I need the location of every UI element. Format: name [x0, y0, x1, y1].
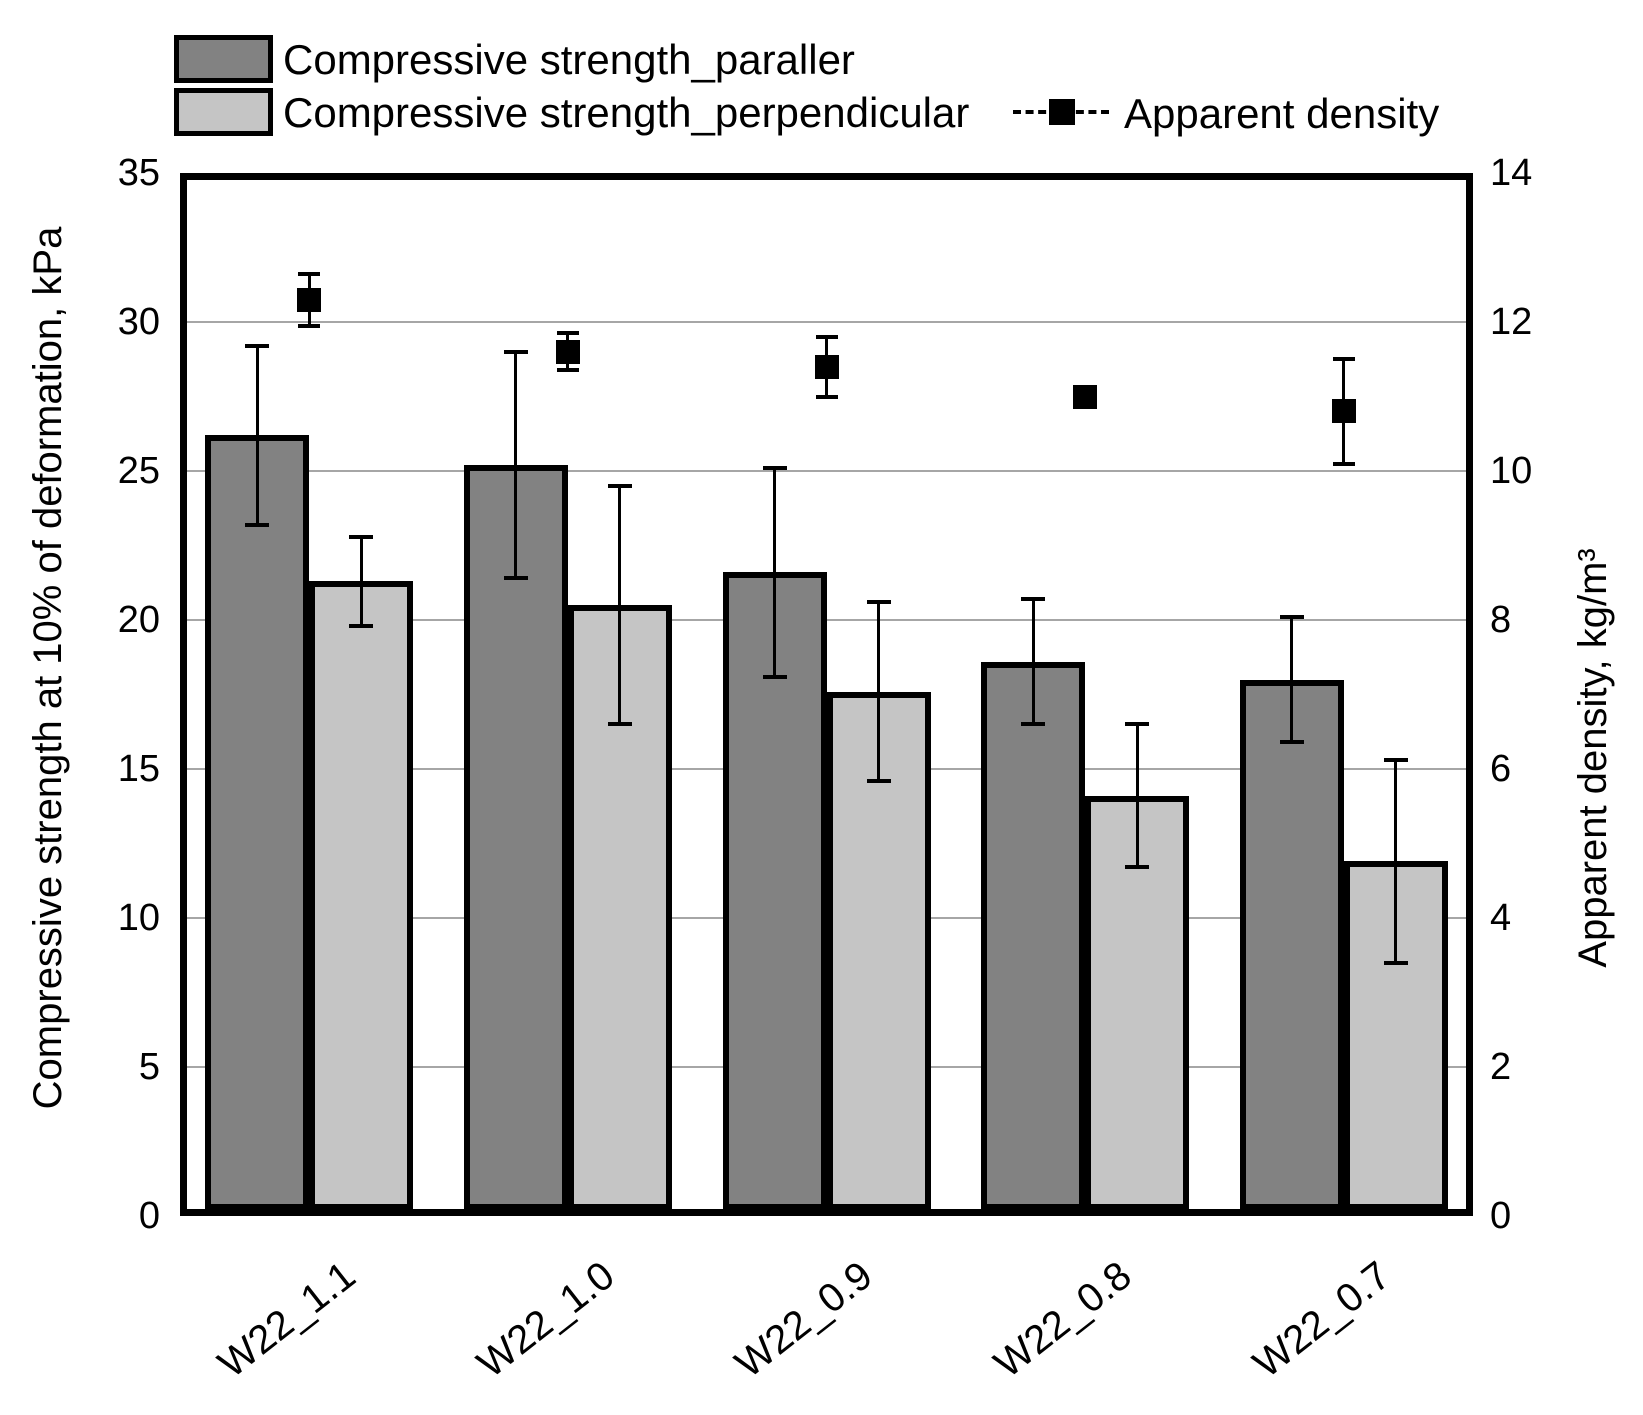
bar-error-perpendicular-W22_1.0-cap-top — [607, 483, 632, 488]
bar-error-parallel-W22_0.9-cap-top — [762, 466, 787, 471]
bar-error-perpendicular-W22_0.8-cap-bottom — [1125, 865, 1150, 870]
bar-parallel-W22_1.1 — [205, 435, 310, 1210]
gridline — [187, 619, 1466, 621]
plot-area-frame — [180, 173, 1473, 1216]
legend-square-marker-icon — [1049, 99, 1075, 125]
left-axis-tick-label: 35 — [117, 152, 160, 194]
bar-error-perpendicular-W22_1.1-cap-top — [349, 534, 374, 539]
density-error-W22_0.7-cap-top — [1332, 357, 1355, 362]
density-marker-W22_1.0 — [555, 339, 580, 364]
right-axis-tick-label: 4 — [1490, 897, 1512, 939]
density-marker-W22_0.8 — [1073, 384, 1098, 409]
bar-error-parallel-W22_0.7-cap-bottom — [1279, 740, 1304, 745]
legend-label-perpendicular: Compressive strength_perpendicular — [283, 89, 970, 136]
bar-parallel-W22_0.8 — [981, 661, 1086, 1210]
density-error-W22_0.7-cap-bottom — [1332, 461, 1355, 466]
right-axis-tick-label: 14 — [1490, 152, 1533, 194]
bar-error-perpendicular-W22_0.7-cap-top — [1383, 758, 1408, 763]
left-axis-tick-label: 30 — [117, 301, 160, 343]
density-marker-W22_1.1 — [297, 287, 322, 312]
bar-error-parallel-W22_1.0-line — [514, 351, 518, 579]
legend-label-parallel: Compressive strength_paraller — [283, 36, 855, 83]
bar-error-parallel-W22_0.8-cap-bottom — [1021, 722, 1046, 727]
bar-error-parallel-W22_0.9-cap-bottom — [762, 674, 787, 679]
gridline — [187, 470, 1466, 472]
bar-error-perpendicular-W22_1.1-line — [359, 536, 363, 626]
bar-error-perpendicular-W22_0.7-line — [1394, 760, 1398, 963]
left-axis-tick-label: 25 — [117, 450, 160, 492]
bar-error-perpendicular-W22_1.0-cap-bottom — [607, 722, 632, 727]
density-error-W22_1.1-cap-top — [298, 271, 321, 276]
density-marker-W22_0.7 — [1331, 399, 1356, 424]
bar-error-perpendicular-W22_0.8-cap-top — [1125, 722, 1150, 727]
x-category-label: W22_1.1 — [210, 1253, 364, 1387]
gridline — [187, 321, 1466, 323]
right-axis-tick-label: 10 — [1490, 450, 1533, 492]
right-axis-tick-label: 2 — [1490, 1046, 1512, 1088]
bar-error-perpendicular-W22_0.9-cap-bottom — [866, 778, 891, 783]
bar-error-perpendicular-W22_0.8-line — [1135, 724, 1139, 868]
x-category-label: W22_0.8 — [986, 1253, 1140, 1387]
bar-error-perpendicular-W22_0.9-cap-top — [866, 600, 891, 605]
density-error-W22_1.0-cap-top — [556, 331, 579, 336]
x-category-label: W22_1.0 — [469, 1253, 623, 1387]
bar-error-parallel-W22_0.8-cap-top — [1021, 597, 1046, 602]
right-axis-tick-label: 8 — [1490, 599, 1512, 641]
bar-perpendicular-W22_1.1 — [309, 581, 414, 1210]
left-axis-tick-label: 20 — [117, 599, 160, 641]
x-category-label: W22_0.7 — [1244, 1253, 1399, 1387]
bar-error-parallel-W22_1.1-cap-top — [245, 343, 270, 348]
bar-error-parallel-W22_0.8-line — [1031, 599, 1035, 725]
left-axis-tick-label: 15 — [117, 748, 160, 790]
bar-error-parallel-W22_1.1-cap-bottom — [245, 522, 270, 527]
density-error-W22_1.1-cap-bottom — [298, 323, 321, 328]
legend-label-density: Apparent density — [1124, 90, 1440, 137]
left-axis-tick-label: 10 — [117, 897, 160, 939]
density-marker-W22_0.9 — [814, 354, 839, 379]
density-error-W22_0.9-cap-bottom — [815, 394, 838, 399]
legend-swatch-perpendicular — [174, 88, 273, 136]
right-axis-tick-label: 12 — [1490, 301, 1533, 343]
right-axis-tick-label: 0 — [1490, 1195, 1512, 1237]
bar-parallel-W22_0.7 — [1239, 679, 1344, 1210]
bar-error-parallel-W22_1.0-cap-bottom — [503, 576, 528, 581]
bar-error-perpendicular-W22_0.7-cap-bottom — [1383, 960, 1408, 965]
bar-error-perpendicular-W22_1.1-cap-bottom — [349, 623, 374, 628]
bar-error-perpendicular-W22_1.0-line — [618, 485, 622, 725]
density-error-W22_0.9-cap-top — [815, 334, 838, 339]
x-category-label: W22_0.9 — [727, 1253, 881, 1387]
legend-swatch-parallel — [174, 35, 273, 83]
left-axis-tick-label: 0 — [138, 1195, 160, 1237]
right-axis-tick-label: 6 — [1490, 748, 1512, 790]
left-axis-title: Compressive strength at 10% of deformati… — [26, 226, 70, 1110]
bar-error-parallel-W22_0.7-line — [1290, 617, 1294, 743]
bar-parallel-W22_1.0 — [463, 465, 568, 1210]
bar-error-parallel-W22_1.1-line — [255, 345, 259, 525]
bar-error-parallel-W22_0.9-line — [773, 468, 776, 677]
bar-error-perpendicular-W22_0.9-line — [877, 602, 880, 781]
bar-error-parallel-W22_0.7-cap-top — [1279, 615, 1304, 620]
density-error-W22_1.0-cap-bottom — [556, 368, 579, 373]
left-axis-tick-label: 5 — [138, 1046, 160, 1088]
bar-error-parallel-W22_1.0-cap-top — [503, 349, 528, 354]
